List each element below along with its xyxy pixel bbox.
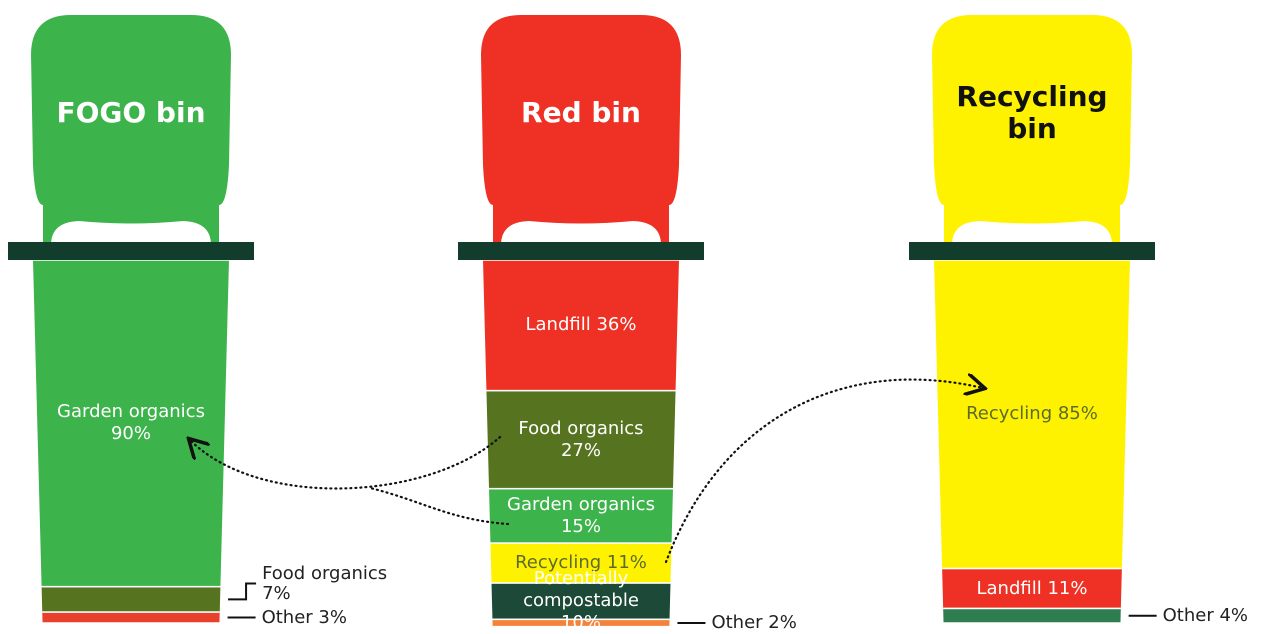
segment — [934, 607, 1130, 624]
segment-label-outside: Other 2% — [711, 612, 797, 633]
segment-label-outside: Other 4% — [1162, 604, 1249, 626]
arrow-recycling — [664, 380, 983, 564]
segment — [33, 611, 229, 624]
segment — [934, 260, 1130, 570]
rim — [8, 242, 254, 260]
segment — [483, 389, 679, 490]
segment-label: Landfill 11% — [976, 577, 1088, 599]
bin-lid — [481, 15, 681, 245]
segment-label-outside: Food organics 7% — [262, 562, 388, 604]
segment-label: Garden organics 15% — [507, 493, 655, 537]
rim — [458, 242, 704, 260]
bin-body — [483, 260, 679, 628]
rim — [909, 242, 1155, 260]
segment-label: Food organics 27% — [518, 417, 644, 461]
arrow-garden — [368, 486, 510, 526]
segment — [483, 618, 679, 628]
segment — [483, 542, 679, 584]
handle-hole — [501, 221, 661, 245]
leader-line — [228, 582, 257, 601]
segment-label: Potentially compostable 10% — [523, 568, 639, 633]
bin-body — [33, 260, 229, 624]
bin-lid — [31, 15, 231, 245]
segment-label-outside: Other 3% — [261, 606, 347, 628]
segment-label: Garden organics 90% — [57, 401, 205, 445]
handle-hole — [952, 221, 1112, 245]
arrows — [190, 380, 983, 564]
handle-hole — [51, 221, 211, 245]
segment — [33, 585, 229, 613]
bin-title: FOGO bin — [56, 96, 206, 129]
bin-title: Recycling bin — [956, 80, 1108, 145]
bin-title: Red bin — [521, 96, 641, 129]
bin-lid — [932, 15, 1132, 245]
segment-label: Landfill 36% — [525, 314, 637, 336]
segment-label: Recycling 85% — [966, 403, 1098, 425]
bin-body — [934, 260, 1130, 624]
arrow-food — [190, 437, 502, 490]
segment — [33, 260, 229, 588]
segment-label: Recycling 11% — [515, 552, 647, 574]
segment — [934, 567, 1130, 610]
